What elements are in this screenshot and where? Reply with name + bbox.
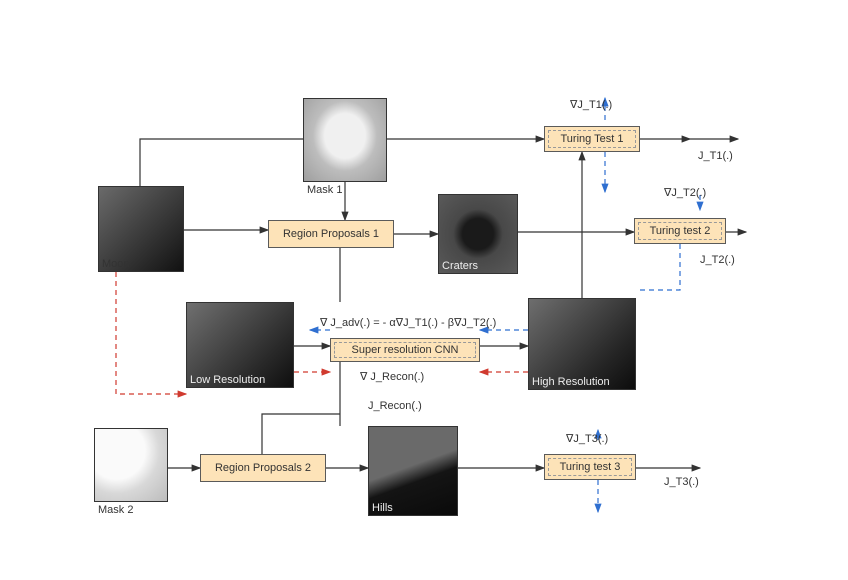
image-mask1 (303, 98, 387, 182)
box-label: Turing test 3 (560, 461, 621, 473)
text-grad-recon: ∇ J_Recon(.) (360, 370, 424, 383)
box-turing-test-1: Turing Test 1 (544, 126, 640, 152)
box-super-resolution-cnn: Super resolution CNN (330, 338, 480, 362)
text-grad-t1: ∇J_T1(.) (570, 98, 612, 111)
box-turing-test-3: Turing test 3 (544, 454, 636, 480)
box-region-proposals-1: Region Proposals 1 (268, 220, 394, 248)
box-label: Turing Test 1 (561, 133, 624, 145)
text-out-t2: J_T2(.) (700, 254, 735, 266)
label-moon: Moon (102, 258, 130, 270)
box-label: Turing test 2 (650, 225, 711, 237)
image-mask2 (94, 428, 168, 502)
box-label: Region Proposals 2 (215, 462, 311, 474)
label-highres: High Resolution (532, 376, 610, 388)
diagram-canvas: { "canvas": { "width": 848, "height": 58… (0, 0, 848, 580)
text-out-t1: J_T1(.) (698, 150, 733, 162)
text-grad-t3: ∇J_T3(.) (566, 432, 608, 445)
box-turing-test-2: Turing test 2 (634, 218, 726, 244)
label-hills: Hills (372, 502, 393, 514)
text-recon: J_Recon(.) (368, 400, 422, 412)
text-grad-t2: ∇J_T2(.) (664, 186, 706, 199)
label-mask2: Mask 2 (98, 504, 133, 516)
box-label: Super resolution CNN (352, 344, 459, 356)
label-craters: Craters (442, 260, 478, 272)
text-adv: ∇ J_adv(.) = - α∇J_T1(.) - β∇J_T2(.) (320, 316, 496, 329)
box-region-proposals-2: Region Proposals 2 (200, 454, 326, 482)
label-mask1: Mask 1 (307, 184, 342, 196)
box-label: Region Proposals 1 (283, 228, 379, 240)
text-out-t3: J_T3(.) (664, 476, 699, 488)
label-lowres: Low Resolution (190, 374, 265, 386)
